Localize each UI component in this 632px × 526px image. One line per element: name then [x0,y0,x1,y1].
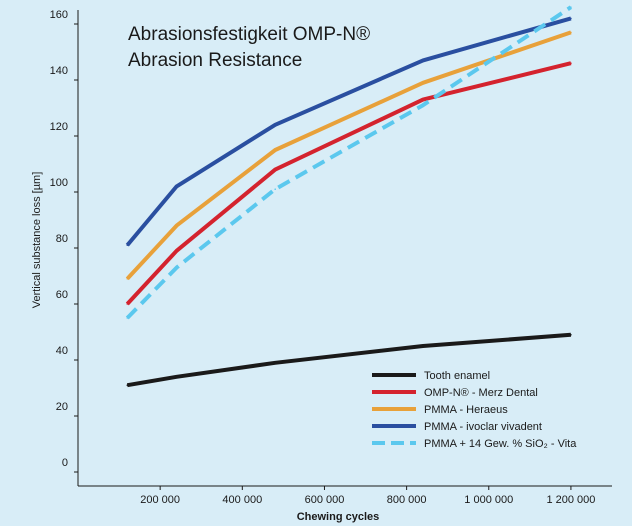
y-tick-label: 120 [50,121,68,133]
series-point [126,317,129,319]
series-point [570,334,572,336]
series-point [422,104,424,106]
y-tick-label: 0 [62,457,68,469]
chart-subtitle: Abrasion Resistance [128,50,302,71]
series-point [274,168,277,171]
series-point [175,250,178,252]
series-point [274,188,277,190]
series-point [274,124,277,126]
series-point [126,244,129,246]
legend-label: Tooth enamel [424,370,490,382]
x-tick-label: 400 000 [222,494,262,506]
x-tick-label: 200 000 [140,494,180,506]
series-lines [125,5,573,388]
x-tick-label: 800 000 [387,494,427,506]
series-line-5 [125,5,573,320]
x-axis-label: Chewing cycles [297,511,380,523]
y-tick-label: 40 [56,345,68,357]
y-tick-label: 160 [50,9,68,21]
series-point [175,266,178,269]
y-tick-label: 80 [56,233,68,245]
legend-label: OMP-N® - Merz Dental [424,387,538,399]
x-tick-label: 1 200 000 [546,494,595,506]
x-axis-ticks: 200 000 400 000 600 000 800 000 1 000 000 1 2… [140,486,595,506]
series-point [126,278,129,280]
legend: Tooth enamel OMP-N® - Merz Dental PMMA - H… [372,370,577,450]
y-tick-label: 20 [56,401,68,413]
chart-title: Abrasionsfestigkeit OMP-N® [128,24,370,45]
series-point [570,6,572,8]
y-axis-label: Vertical substance loss [µm] [31,172,43,309]
series-point [570,62,572,64]
series-point [126,303,129,305]
y-tick-label: 100 [50,177,68,189]
series-point [422,345,424,347]
series-point [175,224,178,227]
series-point [274,149,277,151]
y-tick-label: 140 [50,65,68,77]
legend-label: PMMA - ivoclar vivadent [424,421,542,433]
legend-label: PMMA - Heraeus [424,404,508,416]
series-point [570,31,572,34]
series-point [175,376,178,378]
series-point [570,17,572,20]
series-point [126,384,129,387]
series-point [422,59,424,62]
legend-label: PMMA + 14 Gew. % SiO₂ - Vita [424,438,577,450]
x-tick-label: 600 000 [305,494,345,506]
series-line-1 [126,332,572,388]
series-line-2 [125,61,572,306]
y-axis-ticks: 0 20 40 60 80 100 120 140 160 [50,9,78,473]
series-point [422,98,424,101]
series-point [175,185,178,188]
y-tick-label: 60 [56,289,68,301]
series-point [422,82,424,84]
x-tick-label: 1 000 000 [464,494,513,506]
series-point [274,362,277,364]
